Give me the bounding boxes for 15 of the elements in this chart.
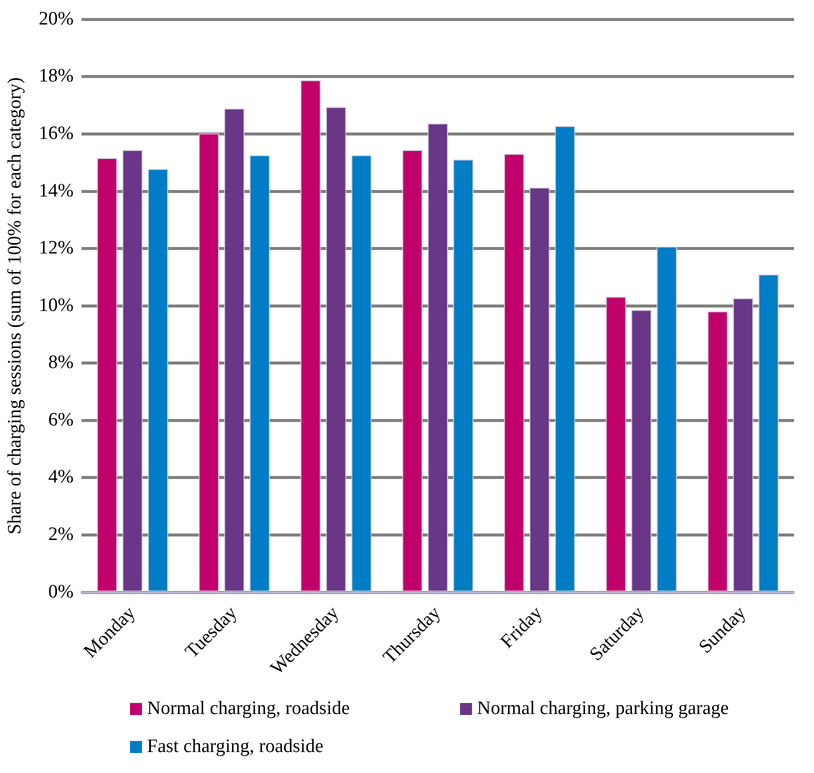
- y-tick-label: 8%: [48, 352, 74, 374]
- y-tick-label: 16%: [38, 122, 74, 144]
- y-tick-label: 0%: [48, 581, 74, 602]
- y-tick-label: 6%: [48, 409, 74, 430]
- y-axis-title: Share of charging sessions (sum of 100% for each category): [4, 77, 26, 534]
- y-tick-label: 12%: [38, 238, 74, 259]
- y-tick-label: 4%: [48, 466, 74, 488]
- legend-label: Normal charging, roadside: [147, 698, 350, 720]
- legend-label: Normal charging, parking garage: [477, 698, 729, 720]
- y-tick-label: 14%: [38, 180, 74, 202]
- y-tick-label: 10%: [38, 294, 74, 316]
- legend-label: Fast charging, roadside: [147, 736, 324, 758]
- y-tick-label: 20%: [38, 8, 74, 30]
- y-tick-label: 18%: [38, 66, 74, 87]
- y-tick-label: 2%: [48, 524, 74, 545]
